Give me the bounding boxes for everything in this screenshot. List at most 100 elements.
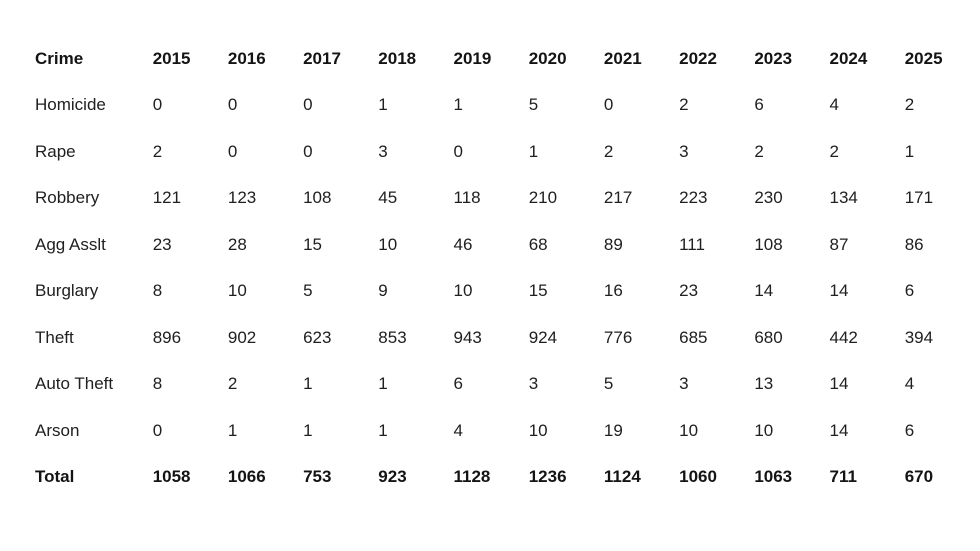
- cell-value: 8: [152, 281, 163, 301]
- column-header-year: 2020: [528, 48, 567, 68]
- cell-value: 2: [152, 141, 163, 161]
- table-row: Theft 896 902 623 853 943 924 776 685 680 442 394: [35, 314, 980, 361]
- cell-value: 2: [829, 141, 839, 161]
- cell-value: 14: [829, 420, 849, 440]
- cell-value: 6: [754, 95, 764, 115]
- cell-value: 5: [603, 374, 614, 394]
- cell-value: 1058: [152, 467, 191, 487]
- cell-value: 15: [528, 281, 548, 301]
- cell-value: 1063: [754, 467, 793, 487]
- crime-stats-table: Crime 2015 2016 2017 2018 2019 2020 2021 2022 202…: [35, 35, 980, 500]
- cell-value: 711: [829, 467, 857, 487]
- cell-value: 45: [378, 188, 398, 208]
- cell-value: 6: [904, 281, 915, 301]
- cell-value: 0: [303, 95, 313, 115]
- cell-value: 3: [679, 141, 689, 161]
- cell-value: 2: [679, 95, 689, 115]
- cell-value: 680: [754, 327, 783, 347]
- cell-value: 1: [378, 95, 388, 115]
- cell-value: 0: [227, 141, 238, 161]
- cell-value: 1236: [528, 467, 567, 487]
- cell-value: 1128: [453, 467, 491, 487]
- cell-value: 1124: [603, 467, 641, 487]
- column-header-year: 2023: [754, 48, 793, 68]
- cell-value: 13: [754, 374, 774, 394]
- row-label: Burglary: [35, 281, 99, 301]
- cell-value: 924: [528, 327, 558, 347]
- cell-value: 1060: [679, 467, 717, 487]
- table-row: Agg Asslt 23 28 15 10 46 68 89 111 108 87 86: [35, 221, 980, 268]
- cell-value: 2: [227, 374, 238, 394]
- cell-value: 10: [679, 420, 699, 440]
- cell-value: 1: [303, 420, 313, 440]
- cell-value: 68: [528, 234, 548, 254]
- column-header-year: 2017: [303, 48, 341, 68]
- table-row: Rape 2 0 0 3 0 1 2 3 2 2 1: [35, 128, 980, 175]
- cell-value: 4: [829, 95, 839, 115]
- cell-value: 86: [904, 234, 924, 254]
- cell-value: 108: [303, 188, 332, 208]
- row-label: Homicide: [35, 95, 106, 115]
- cell-value: 902: [227, 327, 257, 347]
- column-header-year: 2016: [227, 48, 266, 68]
- cell-value: 2: [754, 141, 764, 161]
- row-label: Theft: [35, 327, 74, 347]
- cell-value: 4: [453, 420, 463, 440]
- cell-value: 623: [303, 327, 332, 347]
- cell-value: 394: [904, 327, 934, 347]
- cell-value: 10: [378, 234, 398, 254]
- cell-value: 5: [528, 95, 539, 115]
- cell-value: 0: [152, 95, 163, 115]
- row-label: Auto Theft: [35, 374, 114, 394]
- cell-value: 5: [303, 281, 313, 301]
- table-row: Auto Theft 8 2 1 1 6 3 5 3 13 14 4: [35, 361, 980, 408]
- cell-value: 1: [528, 141, 539, 161]
- column-header-year: 2022: [679, 48, 717, 68]
- cell-value: 896: [152, 327, 182, 347]
- cell-value: 15: [303, 234, 323, 254]
- cell-value: 1: [227, 420, 238, 440]
- cell-value: 108: [754, 234, 783, 254]
- cell-value: 121: [152, 188, 182, 208]
- cell-value: 89: [603, 234, 623, 254]
- crime-table-body: Crime 2015 2016 2017 2018 2019 2020 2021 2022 202…: [35, 35, 980, 500]
- cell-value: 943: [453, 327, 482, 347]
- cell-value: 0: [603, 95, 614, 115]
- cell-value: 217: [603, 188, 633, 208]
- cell-value: 2: [904, 95, 915, 115]
- cell-value: 210: [528, 188, 558, 208]
- row-label: Total: [35, 467, 75, 487]
- table-header-row: Crime 2015 2016 2017 2018 2019 2020 2021 2022 202…: [35, 35, 980, 82]
- cell-value: 6: [453, 374, 463, 394]
- cell-value: 230: [754, 188, 783, 208]
- cell-value: 3: [528, 374, 539, 394]
- cell-value: 1066: [227, 467, 266, 487]
- column-header-year: 2018: [378, 48, 417, 68]
- cell-value: 23: [152, 234, 172, 254]
- cell-value: 134: [829, 188, 858, 208]
- cell-value: 753: [303, 467, 332, 487]
- column-header-year: 2019: [453, 48, 492, 68]
- column-header-year: 2015: [152, 48, 191, 68]
- table-row: Burglary 8 10 5 9 10 15 16 23 14 14 6: [35, 268, 980, 315]
- cell-value: 442: [829, 327, 858, 347]
- cell-value: 0: [453, 141, 463, 161]
- cell-value: 853: [378, 327, 407, 347]
- cell-value: 10: [754, 420, 774, 440]
- row-label: Rape: [35, 141, 76, 161]
- cell-value: 685: [679, 327, 708, 347]
- cell-value: 6: [904, 420, 915, 440]
- cell-value: 14: [829, 281, 849, 301]
- cell-value: 1: [453, 95, 463, 115]
- cell-value: 0: [227, 95, 238, 115]
- row-label: Arson: [35, 420, 80, 440]
- cell-value: 23: [679, 281, 699, 301]
- cell-value: 2: [603, 141, 614, 161]
- cell-value: 46: [453, 234, 473, 254]
- table-row: Arson 0 1 1 1 4 10 19 10 10 14 6: [35, 407, 980, 454]
- cell-value: 3: [679, 374, 689, 394]
- table-row: Total 1058 1066 753 923 1128 1236 1124 1060 1063 7…: [35, 454, 980, 501]
- cell-value: 111: [679, 234, 705, 254]
- row-label: Agg Asslt: [35, 234, 106, 254]
- crime-stats-table-container: Crime 2015 2016 2017 2018 2019 2020 2021 2022 202…: [35, 35, 980, 500]
